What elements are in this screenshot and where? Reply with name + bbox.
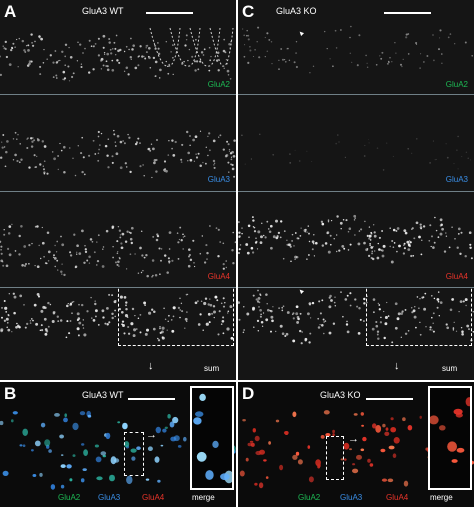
merge-inset xyxy=(428,386,472,490)
glua2-label: GluA2 xyxy=(207,80,230,89)
glua3-puncta-wt xyxy=(0,129,236,179)
legend-glua3: GluA3 xyxy=(98,493,121,502)
glua4-label: GluA4 xyxy=(445,272,468,281)
glua4-puncta-wt xyxy=(0,223,236,278)
sum-label: sum xyxy=(204,364,220,373)
legend-glua4: GluA4 xyxy=(386,493,409,502)
zoom-region-box xyxy=(326,436,344,480)
glua3-label: GluA3 xyxy=(445,175,468,184)
panel-a-sum-tile: ↓ sum xyxy=(0,288,236,380)
panel-c-glua4-tile: GluA4 xyxy=(238,192,474,287)
sum-puncta-ko xyxy=(238,289,474,345)
glua2-puncta-wt xyxy=(0,33,232,82)
zoom-region-box xyxy=(366,288,472,346)
panel-a-glua3-tile: GluA3 xyxy=(0,95,236,191)
glua4-puncta-ko xyxy=(238,214,473,264)
arrow-right-icon: → xyxy=(348,433,359,445)
separator xyxy=(0,287,236,288)
merge-inset xyxy=(190,386,234,490)
separator xyxy=(238,191,474,192)
legend-glua2: GluA2 xyxy=(58,493,81,502)
panel-b-title: GluA3 WT xyxy=(82,390,124,400)
panel-d-title: GluA3 KO xyxy=(320,390,361,400)
panel-c-glua2-tile: C GluA3 KO ▲ GluA2 xyxy=(238,0,474,94)
glua2-puncta-ko xyxy=(242,25,473,74)
scale-bar xyxy=(146,12,193,14)
panel-d-letter: D xyxy=(242,384,255,403)
separator xyxy=(0,191,236,192)
inset-puncta-wt xyxy=(193,393,232,484)
panel-c-glua3-tile: GluA3 xyxy=(238,95,474,191)
sum-label: sum xyxy=(442,364,458,373)
panel-d: D GluA3 KO → GluA2 GluA3 GluA4 merge xyxy=(238,382,474,507)
arrow-right-icon: → xyxy=(146,429,157,441)
zoom-region-box xyxy=(118,288,234,346)
zoom-region-box xyxy=(124,432,144,476)
sum-puncta-wt xyxy=(0,292,234,342)
merge-label: merge xyxy=(192,493,215,502)
separator xyxy=(238,94,474,95)
panel-b: B GluA3 WT → GluA2 GluA3 GluA4 merge xyxy=(0,382,236,507)
glua2-label: GluA2 xyxy=(445,80,468,89)
panel-c-sum-tile: ▲ ↓ sum xyxy=(238,288,474,380)
legend-glua3: GluA3 xyxy=(340,493,363,502)
separator xyxy=(0,94,236,95)
panel-c-title: GluA3 KO xyxy=(276,6,317,16)
glua3-label: GluA3 xyxy=(207,175,230,184)
separator xyxy=(238,287,474,288)
panel-b-letter: B xyxy=(4,384,17,403)
glua3-puncta-ko xyxy=(241,133,471,171)
inset-puncta-ko xyxy=(430,397,470,463)
panel-a-glua2-tile: A GluA3 WT GluA2 xyxy=(0,0,236,94)
scale-bar xyxy=(366,398,413,400)
legend-glua2: GluA2 xyxy=(298,493,321,502)
panel-a-glua4-tile: GluA4 xyxy=(0,192,236,287)
legend-glua4: GluA4 xyxy=(142,493,165,502)
arrow-down-icon: ↓ xyxy=(148,360,154,372)
merge-label: merge xyxy=(430,493,453,502)
panel-a: A GluA3 WT GluA2 GluA3 GluA4 ↓ sum xyxy=(0,0,236,380)
arrow-down-icon: ↓ xyxy=(394,360,400,372)
hair-cell-outlines xyxy=(149,27,234,67)
panel-c: C GluA3 KO ▲ GluA2 GluA3 GluA4 ▲ ↓ sum xyxy=(238,0,474,380)
scale-bar xyxy=(128,398,175,400)
panel-c-letter: C xyxy=(242,2,255,21)
panel-a-letter: A xyxy=(4,2,17,21)
glua4-label: GluA4 xyxy=(207,272,230,281)
scale-bar xyxy=(384,12,431,14)
panel-a-title: GluA3 WT xyxy=(82,6,124,16)
